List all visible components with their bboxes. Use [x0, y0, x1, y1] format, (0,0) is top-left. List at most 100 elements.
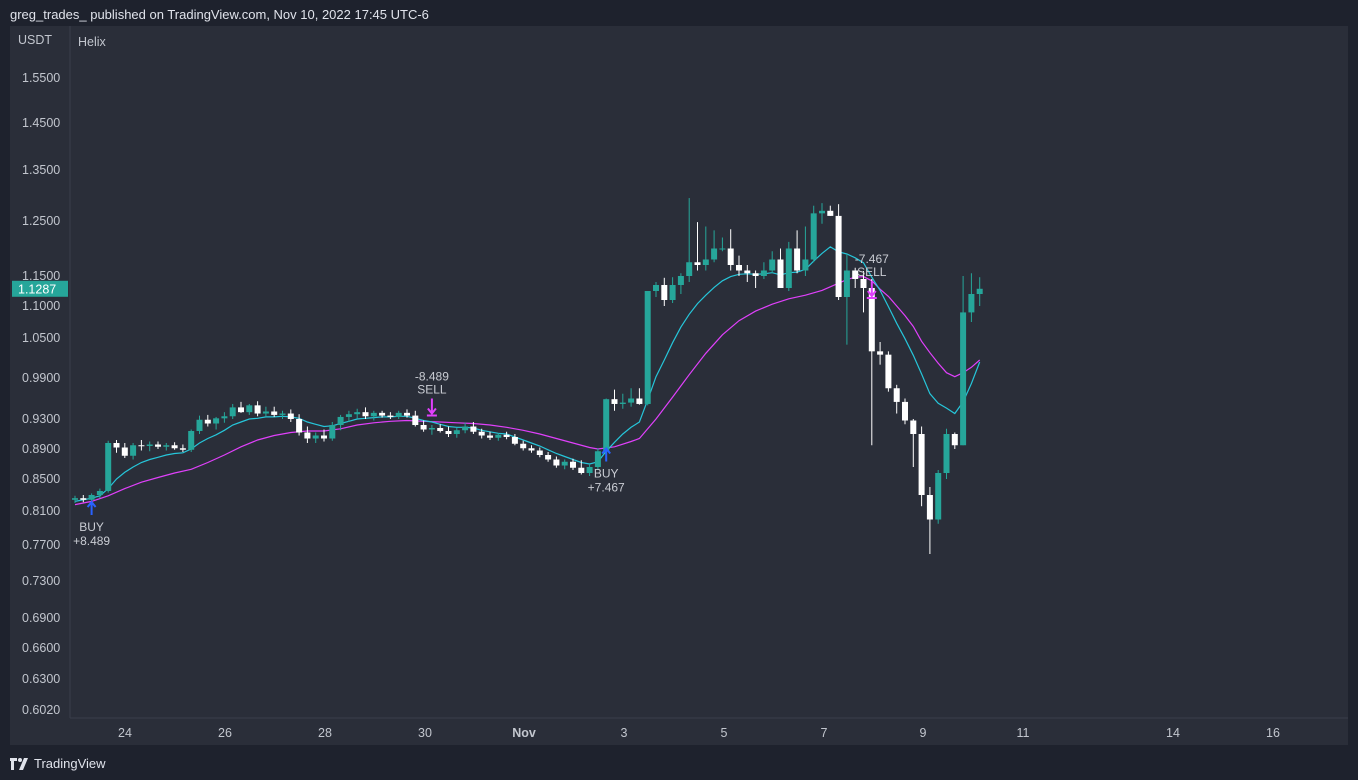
buy-arrow-icon: [86, 500, 97, 515]
x-tick-label: 16: [1266, 726, 1280, 740]
candle-bear: [852, 270, 859, 279]
candle-bear: [271, 411, 278, 415]
candle-bear: [777, 259, 784, 288]
candle-bear: [611, 399, 618, 404]
candle-bull: [653, 285, 659, 291]
sell-signal-value: -7.467: [855, 252, 889, 266]
candle-bear: [287, 413, 294, 419]
candle-bull: [702, 259, 709, 265]
candle-bear: [578, 467, 585, 473]
candle-bull: [760, 270, 767, 276]
publish-header: greg_trades_ published on TradingView.co…: [0, 0, 1358, 26]
candle-bull: [213, 418, 220, 424]
candle-bear: [736, 265, 742, 271]
sell-signal-value: -8.489: [415, 370, 449, 384]
y-tick-label: 0.7300: [22, 574, 60, 588]
candle-bull: [677, 276, 684, 285]
y-tick-label: 0.8900: [22, 442, 60, 456]
candle-bull: [644, 291, 651, 404]
candle-bull: [345, 414, 352, 417]
candle-bear: [113, 443, 120, 448]
buy-signal-label: BUY: [79, 520, 104, 534]
candle-bear: [478, 431, 485, 436]
last-price-label: 1.1287: [18, 282, 56, 296]
candle-bear: [296, 419, 303, 433]
candle-bear: [487, 435, 493, 438]
x-tick-label: 30: [418, 726, 432, 740]
candle-bear: [445, 431, 452, 434]
candle-bull: [935, 473, 942, 520]
last-price-tag: [12, 280, 68, 297]
candle-bull: [769, 259, 776, 271]
candle-bear: [179, 448, 186, 450]
candle-bear: [570, 461, 576, 468]
y-tick-label: 0.6300: [22, 672, 60, 686]
candle-bull: [802, 259, 809, 271]
candle-bear: [694, 262, 701, 265]
candle-bear: [121, 447, 128, 456]
candle-bull: [96, 491, 103, 495]
candle-bear: [752, 273, 759, 276]
chart-panel[interactable]: BUY +8.489 -8.489 SELL BUY +7.467 -7.467 SELL 1…: [10, 26, 1348, 745]
x-tick-label: Nov: [512, 726, 536, 740]
candle-bear: [553, 459, 560, 466]
ma-slow-line: [74, 275, 981, 506]
candle-bull: [628, 398, 635, 403]
candle-bear: [387, 415, 394, 417]
buy-arrow-icon: [601, 446, 611, 462]
y-tick-label: 0.6600: [22, 641, 60, 655]
tradingview-brand[interactable]: TradingView: [10, 756, 106, 771]
candle-bear: [902, 401, 908, 421]
candle-bear: [545, 455, 552, 460]
x-tick-label: 7: [821, 726, 828, 740]
candle-bull: [943, 434, 950, 473]
candle-bear: [362, 412, 369, 417]
candle-bear: [520, 443, 527, 449]
y-tick-label: 1.4500: [22, 116, 60, 130]
candle-bull: [370, 412, 377, 417]
candle-bear: [860, 279, 867, 288]
axes: 1.5500 1.4500 1.3500 1.2500 1.1500 1.1000 1.05…: [12, 26, 1348, 740]
candle-bear: [528, 448, 535, 451]
candle-bear: [412, 415, 419, 425]
x-tick-label: 5: [721, 726, 728, 740]
brand-label: TradingView: [34, 756, 106, 771]
candle-bear: [536, 450, 543, 455]
candles: [72, 198, 983, 554]
y-tick-label: 0.8100: [22, 504, 60, 518]
candle-bull: [354, 412, 361, 415]
candle-bull: [810, 213, 817, 260]
sell-arrow-icon: [866, 281, 877, 299]
y-tick-label: 0.8500: [22, 472, 60, 486]
candle-bull: [785, 248, 792, 288]
y-tick-label: 0.9900: [22, 371, 60, 385]
candle-bear: [138, 445, 145, 447]
candle-bull: [163, 445, 170, 447]
candle-bull: [279, 413, 286, 415]
candle-bull: [594, 451, 601, 467]
y-tick-label: 0.6900: [22, 611, 60, 625]
candle-bull: [603, 399, 610, 452]
y-tick-label: 1.0500: [22, 331, 60, 345]
candle-bear: [868, 288, 875, 352]
candle-bear: [420, 425, 427, 430]
candle-bear: [470, 426, 477, 432]
candle-bull: [586, 467, 593, 473]
candle-bear: [503, 434, 510, 437]
candle-bear: [827, 210, 834, 216]
candle-bull: [719, 248, 726, 250]
y-tick-label: 1.1500: [22, 269, 60, 283]
candle-bull: [428, 428, 435, 430]
y-tick-label: 0.7700: [22, 538, 60, 552]
candle-bear: [80, 498, 87, 500]
candle-bull: [130, 445, 137, 456]
sell-arrow-icon: [426, 398, 437, 417]
candle-bear: [437, 428, 444, 431]
x-tick-label: 14: [1166, 726, 1180, 740]
candle-bull: [495, 434, 502, 438]
candle-bear: [918, 434, 925, 495]
y-tick-label: 1.5500: [22, 71, 60, 85]
tradingview-logo-icon: [10, 757, 28, 770]
